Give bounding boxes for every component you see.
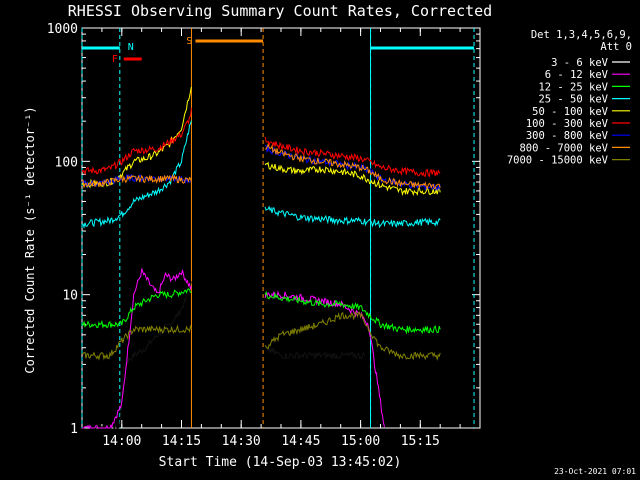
legend-entry-label: 25 - 50 keV <box>538 94 608 106</box>
legend-entry-label: 800 - 7000 keV <box>519 142 608 154</box>
x-tick-label: 14:00 <box>102 434 141 449</box>
series-6-12-kev-line <box>82 268 192 430</box>
plot-area: 1 10 100 1000 14:00 14:15 14:30 14:45 15:00 15:15… <box>47 22 481 449</box>
timestamp: 23-Oct-2021 07:01 <box>554 467 636 476</box>
x-axis-label: Start Time (14-Sep-03 13:45:02) <box>159 455 402 470</box>
series-3-6-kev-line <box>89 281 192 429</box>
series-7000-15000-kev-line-2 <box>264 310 441 361</box>
chart-title: RHESSI Observing Summary Count Rates, Co… <box>68 2 492 20</box>
series-3-6-kev-line-2 <box>264 345 366 360</box>
x-tick-label: 15:00 <box>341 434 380 449</box>
series-12-25-kev-line-2 <box>264 290 441 335</box>
x-tick-label: 14:15 <box>162 434 201 449</box>
y-tick-label: 1000 <box>47 22 78 37</box>
legend-header: Att 0 <box>600 41 632 53</box>
plot-frame <box>81 27 481 429</box>
series-800-7000-kev-line <box>81 173 192 188</box>
flare-label: F <box>112 54 118 65</box>
legend-entry-label: 3 - 6 keV <box>551 57 609 69</box>
saa-label: S <box>186 36 192 47</box>
legend-header: Det 1,3,4,5,6,9, <box>531 29 632 41</box>
x-tick-label: 14:30 <box>222 434 261 449</box>
series-25-50-kev-line-2 <box>264 205 441 229</box>
legend-entry-label: 6 - 12 keV <box>545 69 609 81</box>
y-axis-label: Corrected Count Rate (s⁻¹ detector⁻¹) <box>23 106 37 373</box>
x-tick-label: 15:15 <box>401 434 440 449</box>
legend-entry-label: 50 - 100 keV <box>532 106 609 118</box>
series-25-50-kev-line <box>81 120 192 229</box>
x-tick-label: 14:45 <box>281 434 320 449</box>
y-tick-label: 100 <box>55 155 78 170</box>
series-800-7000-kev-line-2 <box>265 143 441 190</box>
legend-entry-label: 100 - 300 keV <box>526 118 609 130</box>
night-label: N <box>128 42 134 53</box>
series-12-25-kev-line <box>81 288 192 329</box>
y-tick-label: 10 <box>62 289 78 304</box>
series-7000-15000-kev-line <box>81 324 192 361</box>
series-50-100-kev-line-2 <box>264 161 441 197</box>
legend-entry-label: 12 - 25 keV <box>538 81 608 93</box>
series-100-300-kev-line-2 <box>264 136 441 178</box>
series-100-300-kev-line <box>81 107 192 176</box>
legend-entry-label: 300 - 800 keV <box>526 130 609 142</box>
y-tick-label: 1 <box>70 422 78 437</box>
legend-entry-label: 7000 - 15000 keV <box>507 155 609 167</box>
series-6-12-kev-line-2 <box>264 290 385 428</box>
